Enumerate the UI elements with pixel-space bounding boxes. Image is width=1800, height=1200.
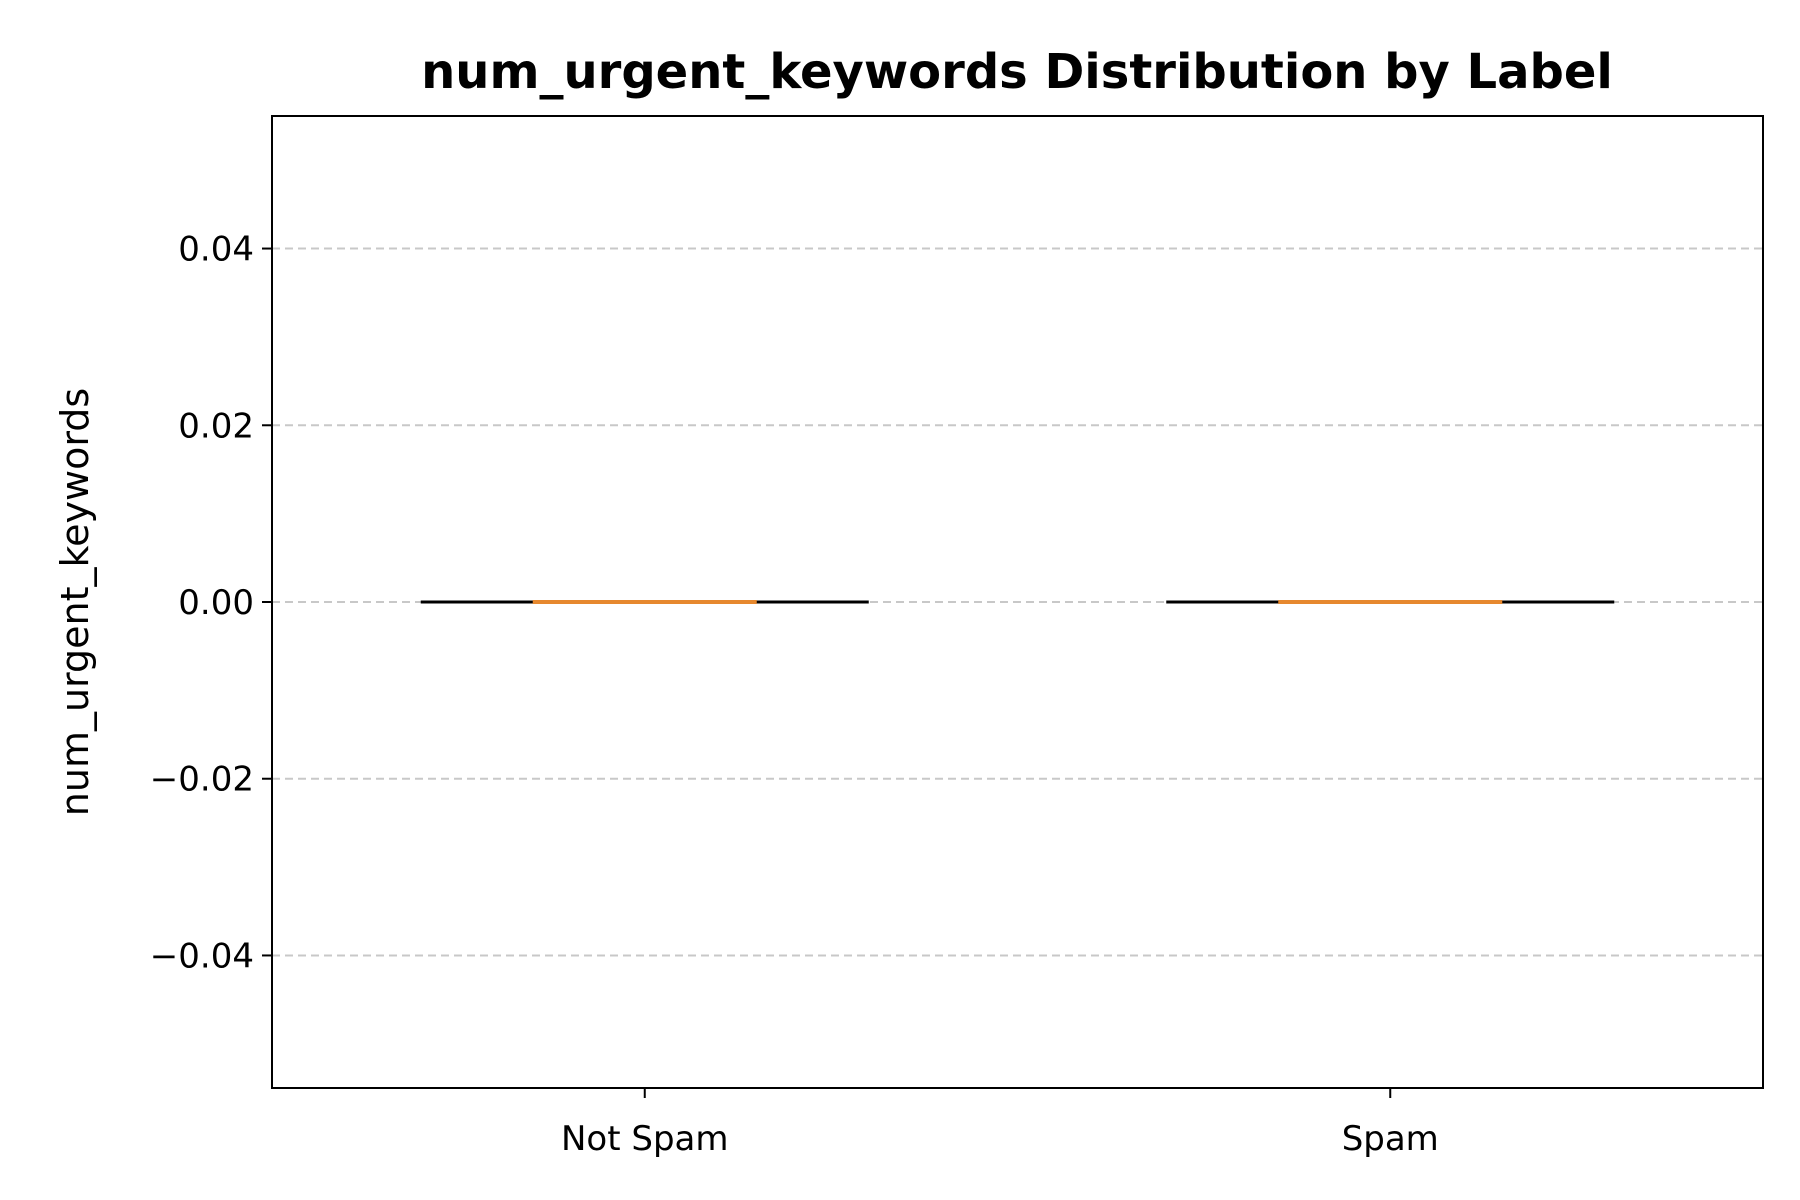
y-tick-label: 0.04: [178, 230, 254, 270]
x-tick-label: Spam: [1342, 1119, 1439, 1159]
y-tick-label: −0.04: [150, 936, 254, 976]
x-tick-label: Not Spam: [561, 1119, 729, 1159]
chart-title: num_urgent_keywords Distribution by Labe…: [421, 44, 1613, 100]
y-tick-label: 0.00: [178, 583, 254, 623]
y-tick-label: −0.02: [150, 760, 254, 800]
y-tick-label: 0.02: [178, 406, 254, 446]
y-axis-ticks: −0.04 −0.02 0.00 0.02 0.04: [150, 230, 272, 976]
x-axis-ticks: Not Spam Spam: [561, 1088, 1439, 1159]
y-axis-label: num_urgent_keywords: [53, 388, 97, 816]
